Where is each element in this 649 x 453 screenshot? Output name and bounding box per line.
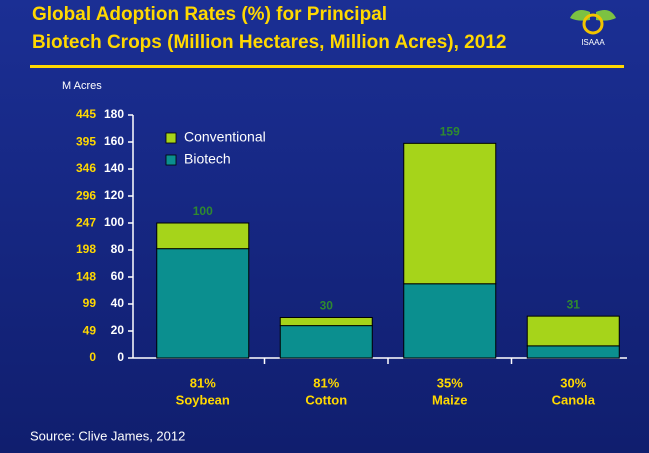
title-rule [30,65,624,68]
y-tick-label: 60 [111,269,125,283]
legend-label: Biotech [184,151,231,167]
y2-tick-label: 445 [76,107,96,121]
y-tick-label: 180 [104,107,124,121]
y2-tick-label: 0 [89,350,96,364]
y2-axis-label: M Acres [62,80,102,92]
x-tick-label: Soybean [176,392,230,407]
y-tick-label: 0 [117,350,124,364]
y-tick-label: 40 [111,296,125,310]
bar-segment [279,325,373,359]
bar-segment [526,345,620,359]
y-tick-label: 100 [104,215,124,229]
bar-segment [526,315,620,347]
x-tick-label: 81% [313,375,339,390]
y2-tick-label: 49 [83,323,97,337]
y2-tick-label: 148 [76,269,96,283]
chart-title: Biotech Crops (Million Hectares, Million… [32,32,506,53]
x-tick-label: 81% [190,375,216,390]
x-tick-label: 30% [560,375,586,390]
bar-segment [279,317,373,327]
logo-text: ISAAA [581,38,605,47]
y2-tick-label: 395 [76,134,96,148]
source: Source: Clive James, 2012 [30,428,185,443]
total-label: 30 [320,299,334,313]
y-tick-label: 80 [111,242,125,256]
legend-swatch [165,132,177,144]
bar-segment [156,248,250,359]
total-label: 159 [440,125,460,139]
y-tick-label: 140 [104,161,124,175]
y2-tick-label: 198 [76,242,96,256]
y-tick-label: 160 [104,134,124,148]
y2-tick-label: 296 [76,189,96,203]
y2-tick-label: 346 [76,161,96,175]
bar-segment [403,142,497,285]
x-tick-label: Cotton [305,392,347,407]
y-tick-label: 120 [104,188,124,202]
bar-segment [156,222,250,250]
y2-tick-label: 247 [76,215,96,229]
chart-title: Global Adoption Rates (%) for Principal [32,4,387,25]
legend-swatch [165,154,177,166]
total-label: 31 [567,297,581,311]
total-label: 100 [193,204,213,218]
y-tick-label: 20 [111,323,125,337]
logo: ISAAA [570,10,616,47]
legend-label: Conventional [184,129,266,145]
x-tick-label: Canola [552,392,596,407]
x-tick-label: Maize [432,392,467,407]
y2-tick-label: 99 [83,296,97,310]
bar-segment [403,283,497,359]
x-tick-label: 35% [437,375,463,390]
